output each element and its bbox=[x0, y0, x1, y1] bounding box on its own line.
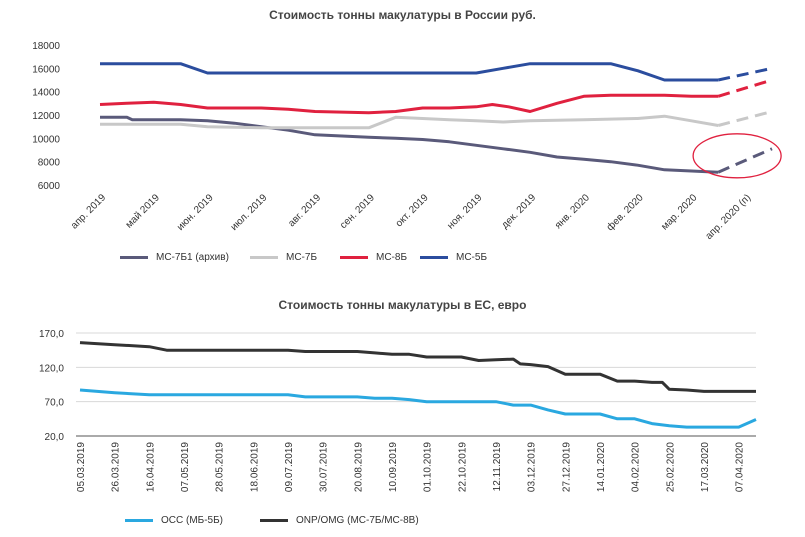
series-line-0 bbox=[79, 388, 757, 429]
series-line-2 bbox=[99, 93, 719, 115]
y-tick-label: 170,0 bbox=[39, 329, 64, 340]
series-line-1 bbox=[100, 114, 719, 130]
y-tick-label: 8000 bbox=[38, 158, 61, 169]
x-tick-label: янв. 2020 bbox=[553, 192, 592, 231]
legend-label: МС-8Б bbox=[376, 252, 408, 263]
legend-swatch bbox=[340, 256, 368, 259]
x-tick-label: 16.04.2019 bbox=[145, 442, 156, 492]
legend-item-occ: OCC (МБ-5Б) bbox=[125, 515, 223, 526]
x-tick-label: 18.06.2019 bbox=[249, 442, 260, 492]
x-tick-label: фев. 2020 bbox=[604, 191, 646, 233]
legend-label: ONP/OMG (МС-7Б/МС-8В) bbox=[296, 515, 419, 526]
x-tick-label: 09.07.2019 bbox=[284, 442, 295, 492]
y-tick-label: 14000 bbox=[32, 88, 60, 99]
x-tick-label: 25.02.2020 bbox=[665, 442, 676, 492]
legend-label: МС-5Б bbox=[456, 252, 488, 263]
series-forecast-2 bbox=[717, 78, 773, 98]
series-line-0 bbox=[100, 115, 719, 174]
legend-swatch bbox=[125, 519, 153, 522]
legend-swatch bbox=[120, 256, 148, 259]
y-tick-label: 10000 bbox=[32, 134, 60, 145]
x-tick-label: 05.03.2019 bbox=[76, 442, 87, 492]
y-tick-label: 20,0 bbox=[45, 432, 65, 443]
legend-item-mc7b: МС-7Б bbox=[250, 252, 317, 263]
x-tick-label: 30.07.2019 bbox=[319, 442, 330, 492]
x-tick-label: 10.09.2019 bbox=[388, 442, 399, 492]
legend-item-mc7b1: МС-7Б1 (архив) bbox=[120, 252, 229, 263]
x-tick-label: 28.05.2019 bbox=[215, 442, 226, 492]
x-tick-label: июл. 2019 bbox=[229, 192, 270, 233]
x-tick-label: апр. 2019 bbox=[69, 192, 108, 231]
legend-swatch bbox=[250, 256, 278, 259]
x-tick-label: 07.05.2019 bbox=[180, 442, 191, 492]
legend-swatch bbox=[420, 256, 448, 259]
y-tick-label: 70,0 bbox=[45, 398, 65, 409]
x-tick-label: 04.02.2020 bbox=[631, 442, 642, 492]
series-forecast-0 bbox=[717, 147, 773, 174]
legend-label: МС-7Б1 (архив) bbox=[156, 252, 229, 263]
series-forecast-1 bbox=[717, 110, 773, 127]
series-line-1 bbox=[79, 341, 756, 393]
y-tick-label: 16000 bbox=[32, 64, 60, 75]
chart2-title: Стоимость тонны макулатуры в ЕС, евро bbox=[278, 298, 527, 312]
x-tick-label: окт. 2019 bbox=[394, 192, 431, 229]
y-tick-label: 6000 bbox=[38, 181, 61, 192]
series-forecast-3 bbox=[717, 66, 773, 82]
legend-label: МС-7Б bbox=[286, 252, 318, 263]
x-tick-label: 03.12.2019 bbox=[527, 442, 538, 492]
x-tick-label: ноя. 2019 bbox=[445, 192, 484, 231]
x-tick-label: 26.03.2019 bbox=[111, 442, 122, 492]
x-tick-label: 14.01.2020 bbox=[596, 442, 607, 492]
legend-item-onp: ONP/OMG (МС-7Б/МС-8В) bbox=[260, 515, 419, 526]
y-tick-label: 120,0 bbox=[39, 363, 64, 374]
x-tick-label: авг. 2019 bbox=[286, 192, 323, 229]
x-tick-label: апр. 2020 (п) bbox=[704, 192, 754, 242]
x-tick-label: 17.03.2020 bbox=[700, 442, 711, 492]
x-tick-label: май 2019 bbox=[124, 192, 163, 231]
chart1-title: Стоимость тонны макулатуры в России руб. bbox=[269, 8, 536, 22]
x-tick-label: сен. 2019 bbox=[338, 192, 377, 231]
x-tick-label: 12.11.2019 bbox=[492, 442, 503, 492]
legend-swatch bbox=[260, 519, 288, 522]
x-tick-label: 01.10.2019 bbox=[423, 442, 434, 492]
x-tick-label: 22.10.2019 bbox=[457, 442, 468, 492]
x-tick-label: 20.08.2019 bbox=[353, 442, 364, 492]
x-tick-label: 27.12.2019 bbox=[561, 442, 572, 492]
legend-item-mc5b: МС-5Б bbox=[420, 252, 487, 263]
legend-item-mc8b: МС-8Б bbox=[340, 252, 407, 263]
x-tick-label: 07.04.2020 bbox=[735, 442, 746, 492]
legend-label: OCC (МБ-5Б) bbox=[161, 515, 224, 526]
x-tick-label: дек. 2019 bbox=[500, 192, 539, 231]
y-tick-label: 12000 bbox=[32, 111, 60, 122]
x-tick-label: мар. 2020 bbox=[659, 192, 699, 232]
series-line-3 bbox=[100, 62, 719, 82]
x-tick-label: июн. 2019 bbox=[175, 192, 216, 233]
forecast-highlight-ellipse bbox=[692, 133, 782, 179]
y-tick-label: 18000 bbox=[32, 41, 60, 52]
